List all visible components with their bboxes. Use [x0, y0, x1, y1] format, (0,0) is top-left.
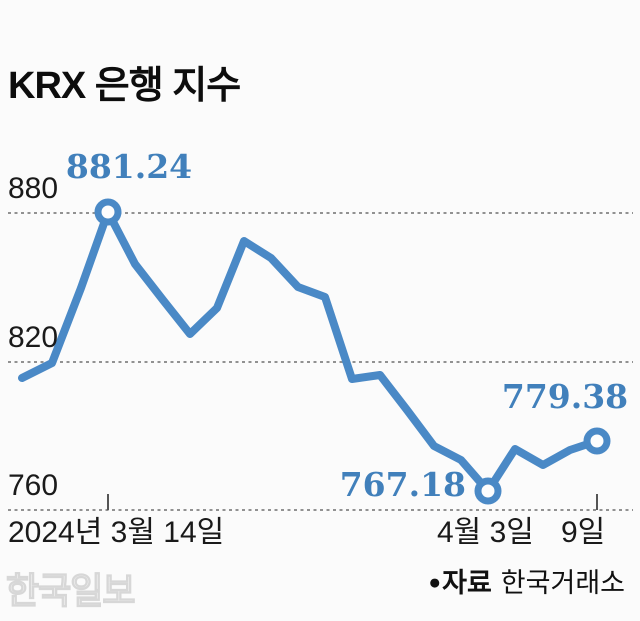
y-axis-tick-label-760: 760 [8, 469, 59, 502]
x-axis-tick-label-low: 4월 3일 [437, 516, 534, 549]
data-label-last: 779.38 [501, 377, 629, 416]
page-title: KRX 은행 지수 [8, 65, 241, 107]
source-label: 자료 [442, 568, 492, 598]
y-axis-tick-label-880: 880 [8, 172, 59, 205]
x-axis-tick-label-end: 9일 [561, 516, 606, 549]
source-bullet-icon: ● [428, 571, 442, 594]
data-label-peak: 881.24 [65, 147, 193, 186]
data-label-low: 767.18 [339, 465, 466, 504]
source-note: ●자료 한국거래소 [428, 567, 625, 599]
publisher-watermark: 한국일보 [5, 570, 136, 611]
y-axis-tick-label-820: 820 [8, 321, 59, 354]
x-axis-tick-label-start: 2024년 3월 14일 [8, 516, 225, 549]
source-value: 한국거래소 [500, 568, 625, 598]
